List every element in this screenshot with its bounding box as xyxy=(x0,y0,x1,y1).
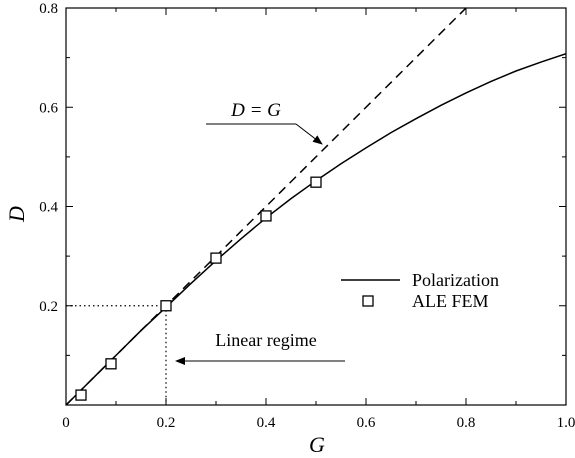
legend-label: Polarization xyxy=(412,270,499,290)
series-line-polarization xyxy=(66,52,566,405)
x-tick-label: 0 xyxy=(62,415,70,431)
annotation-arrow xyxy=(295,123,323,145)
series-line-identity xyxy=(66,8,467,405)
y-tick-label: 0.2 xyxy=(39,299,58,315)
annotation-d-equals-g: D = G xyxy=(206,100,323,145)
y-axis-label: D xyxy=(4,206,29,223)
y-tick-label: 0.6 xyxy=(39,100,58,116)
annotation-label: Linear regime xyxy=(215,330,316,350)
data-point-marker xyxy=(75,389,87,401)
data-point-marker xyxy=(105,358,117,370)
legend-label: ALE FEM xyxy=(412,291,489,311)
y-tick-label: 0.8 xyxy=(39,1,58,17)
data-point-marker xyxy=(160,300,172,312)
data-point-marker xyxy=(210,252,222,264)
y-tick-label: 0.4 xyxy=(39,200,58,216)
legend-marker-swatch xyxy=(362,295,374,307)
x-tick-label: 1.0 xyxy=(557,415,575,431)
data-point-marker xyxy=(260,210,272,222)
data-markers xyxy=(75,176,322,401)
annotation-label: D = G xyxy=(230,100,281,121)
data-point-marker xyxy=(310,176,322,188)
annotation-linear-regime: Linear regime xyxy=(175,330,345,365)
x-tick-label: 0.2 xyxy=(157,415,176,431)
axis-ticks: 0 0.2 0.4 0.6 0.8 1.0 0.2 0.4 0.6 0.8 xyxy=(39,1,575,431)
x-tick-label: 0.8 xyxy=(457,415,476,431)
x-tick-label: 0.6 xyxy=(357,415,376,431)
legend: Polarization ALE FEM xyxy=(341,270,499,311)
x-tick-label: 0.4 xyxy=(257,415,276,431)
x-axis-label: G xyxy=(309,432,325,457)
